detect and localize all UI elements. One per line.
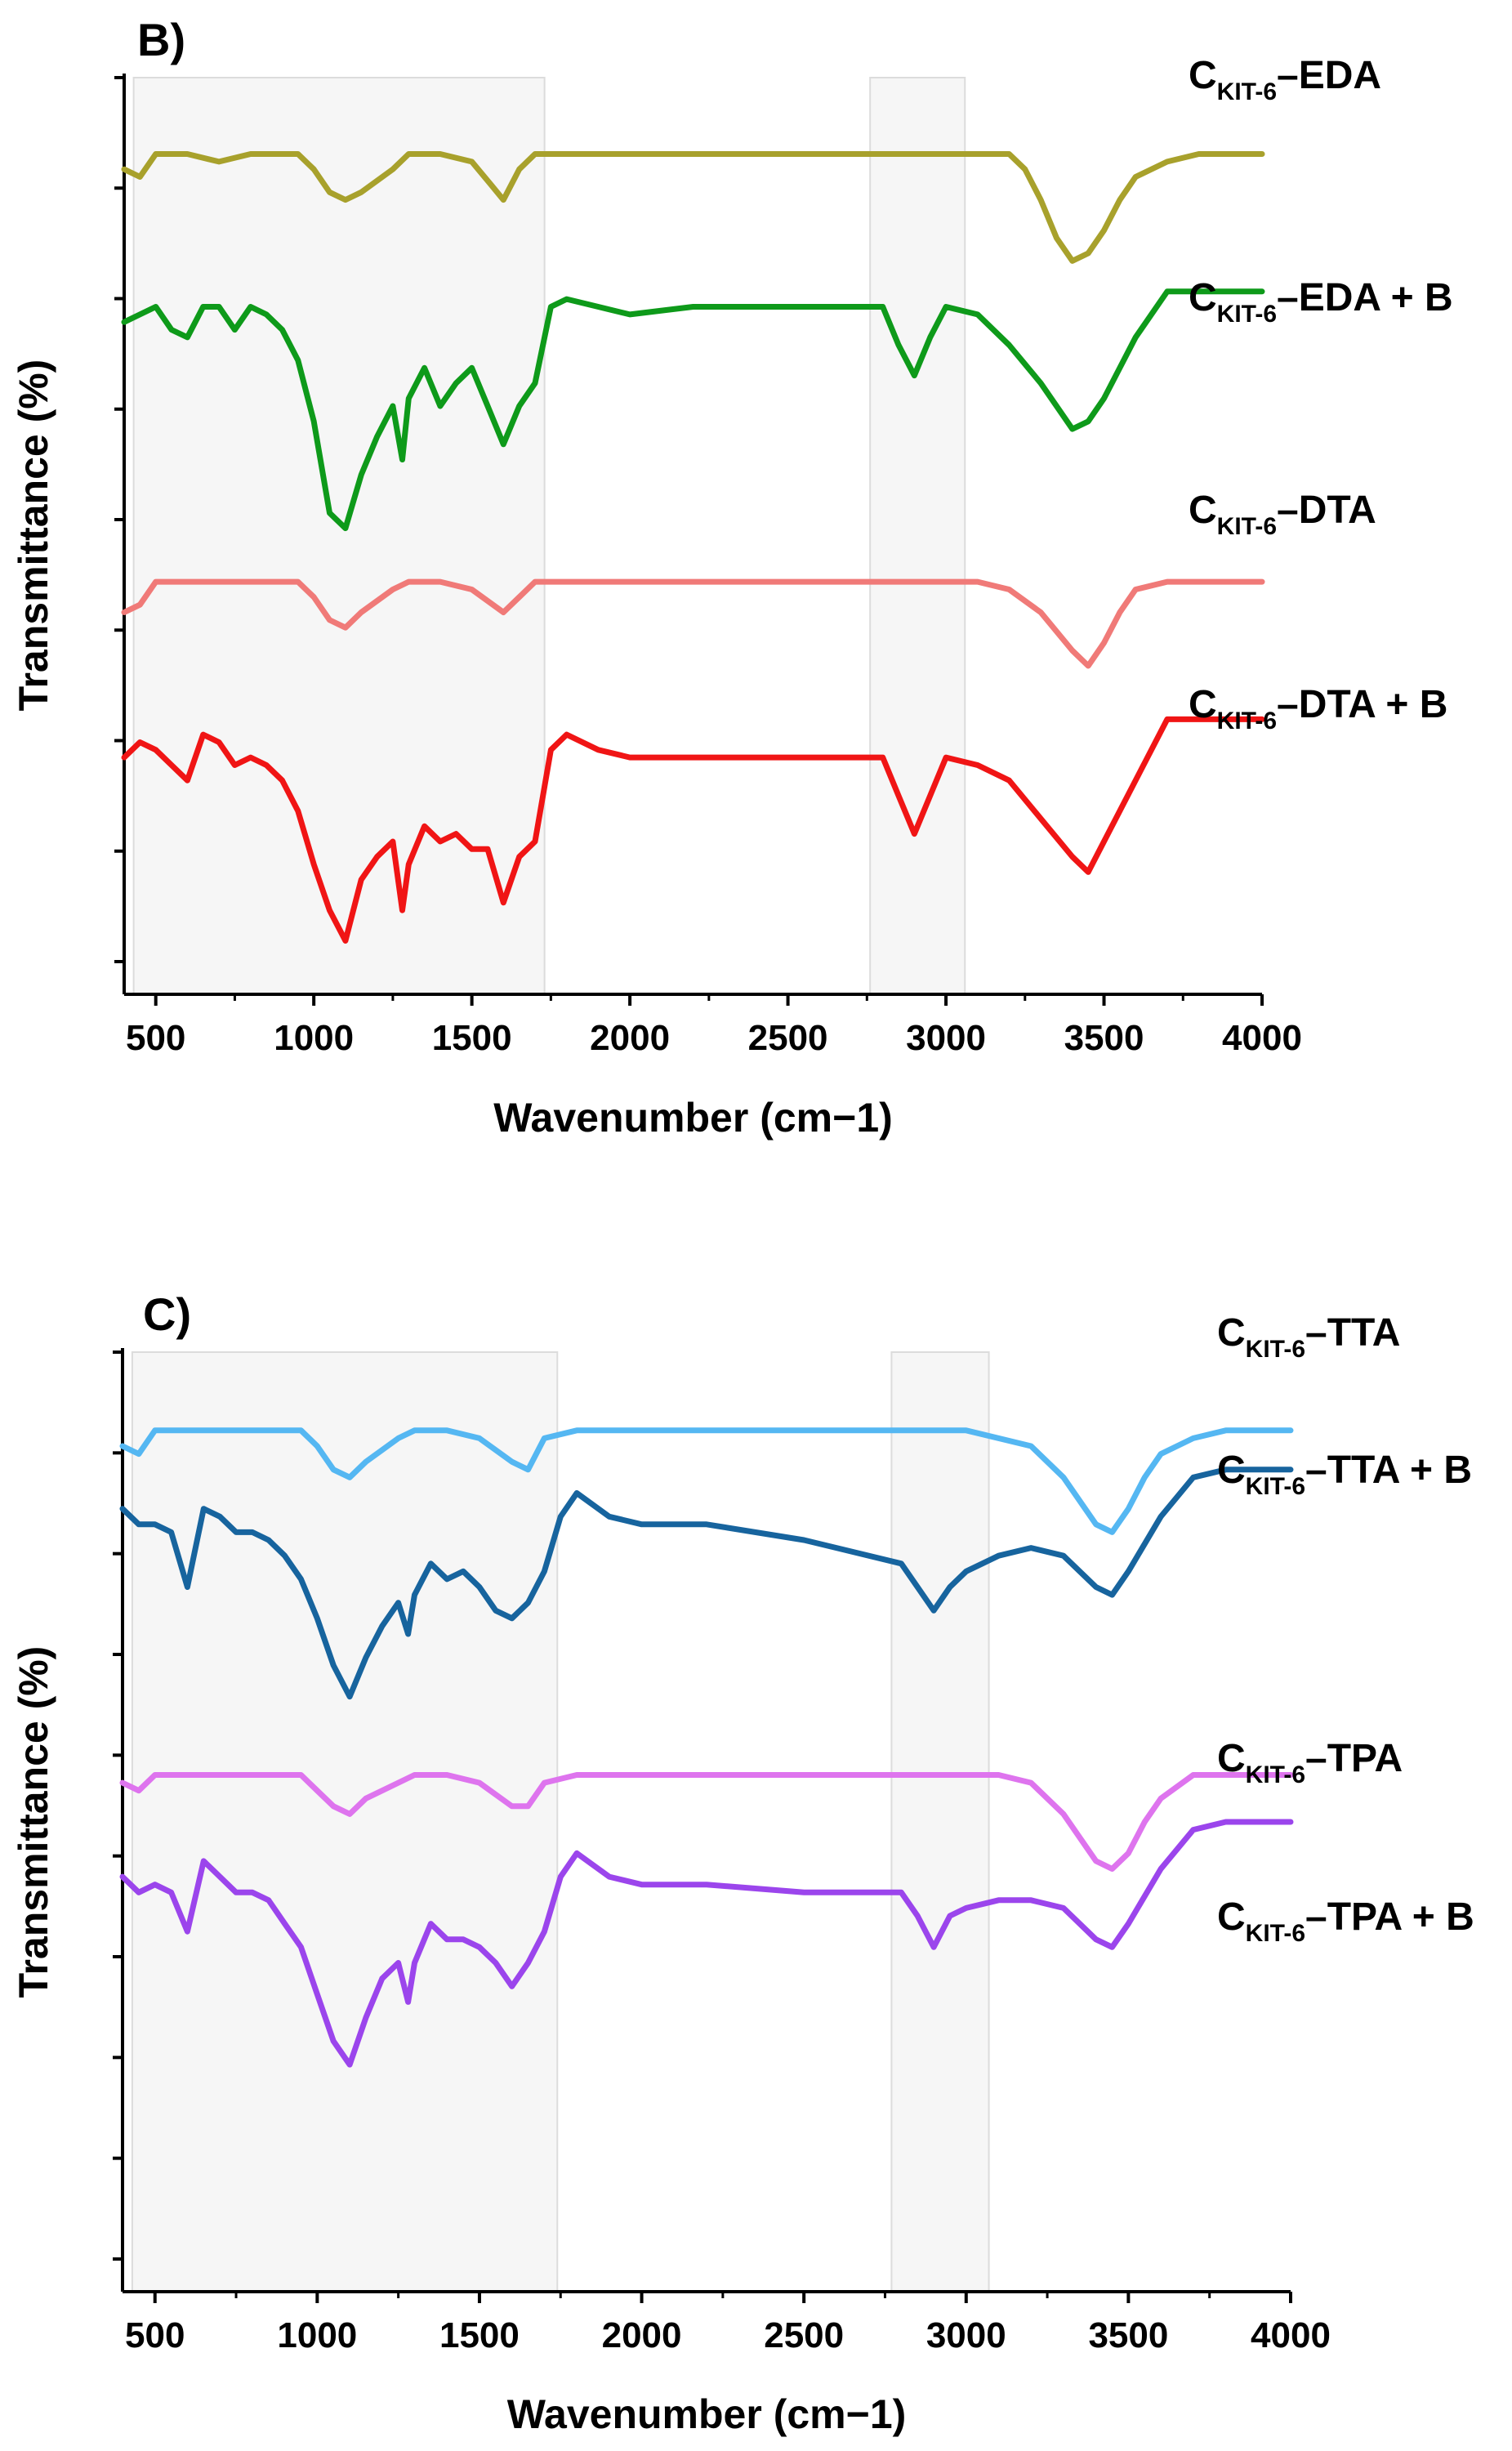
shaded-region-2 (890, 1351, 990, 2293)
series-label-2: CKIT-6–TTA + B (1217, 1449, 1472, 1500)
series-line-2 (119, 1467, 1294, 1700)
x-tick-label: 2500 (764, 2315, 844, 2355)
x-tick-label: 1000 (277, 2315, 357, 2355)
x-tick-label: 4000 (1222, 1018, 1302, 1058)
x-tick-label: 1000 (274, 1018, 354, 1058)
x-tick-label: 1500 (439, 2315, 520, 2355)
shaded-region-1 (131, 1351, 559, 2293)
x-tick-label: 2000 (602, 2315, 682, 2355)
series-label-1: CKIT-6–TTA (1217, 1311, 1400, 1363)
series-line-4 (121, 716, 1265, 944)
x-tick-label: 1500 (432, 1018, 512, 1058)
x-tick-label: 500 (125, 2315, 185, 2355)
series-label-2: CKIT-6–EDA + B (1189, 276, 1453, 328)
x-tick-label: 3000 (926, 2315, 1006, 2355)
series-line-2 (121, 288, 1265, 532)
panel-label: B) (137, 14, 185, 65)
x-axis-title: Wavenumber (cm−1) (507, 2391, 907, 2437)
x-tick-label: 3500 (1064, 1018, 1144, 1058)
x-tick-label: 500 (126, 1018, 185, 1058)
x-tick-label: 3000 (906, 1018, 986, 1058)
chart-panel-b: 500 1000 1500 2000 2500 3000 3500 4000 Wavenumbe… (11, 14, 1453, 1141)
x-tick-label: 2500 (748, 1018, 828, 1058)
series-line-1 (121, 151, 1265, 264)
series-line-3 (119, 1772, 1294, 1872)
series-label-3: CKIT-6–DTA (1189, 489, 1376, 540)
x-tick-label: 3500 (1088, 2315, 1168, 2355)
series-line-4 (119, 1819, 1294, 2068)
series-label-1: CKIT-6–EDA (1189, 54, 1381, 105)
series-line-3 (121, 578, 1265, 669)
series-label-3: CKIT-6–TPA (1217, 1737, 1403, 1788)
series-line-1 (119, 1427, 1294, 1535)
shaded-region-2 (869, 77, 966, 995)
x-axis-title: Wavenumber (cm−1) (493, 1095, 893, 1141)
panel-label: C) (143, 1288, 191, 1340)
y-axis-title: Transmittance (%) (11, 359, 56, 712)
x-tick-label: 4000 (1251, 2315, 1331, 2355)
series-label-4: CKIT-6–DTA + B (1189, 683, 1447, 734)
x-tick-label: 2000 (590, 1018, 670, 1058)
y-axis-title: Transmittance (%) (11, 1646, 56, 1998)
series-label-4: CKIT-6–TPA + B (1217, 1895, 1474, 1947)
shaded-region-1 (132, 77, 546, 995)
chart-panel-c: 500 1000 1500 2000 2500 3000 3500 4000 Wavenumbe… (11, 1288, 1474, 2437)
